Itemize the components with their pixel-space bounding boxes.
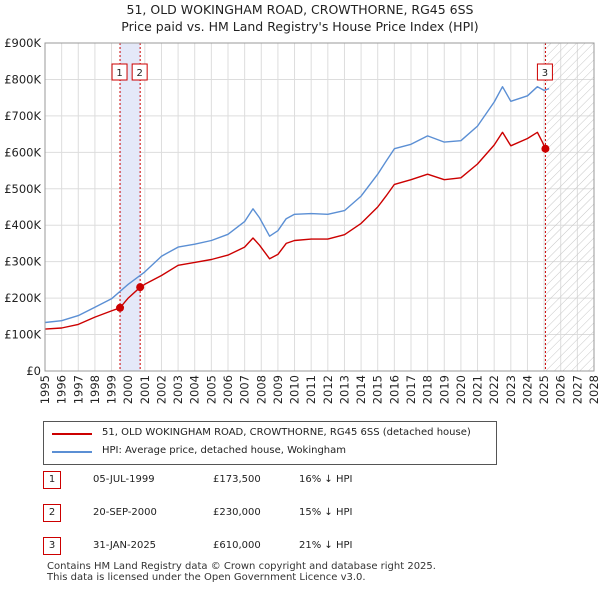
sale-date: 05-JUL-1999 (93, 474, 155, 485)
x-tick-label: 2004 (188, 375, 202, 404)
chart-title-line1: 51, OLD WOKINGHAM ROAD, CROWTHORNE, RG45… (126, 2, 474, 17)
x-tick-label: 2023 (504, 375, 518, 404)
x-tick-label: 2001 (138, 375, 152, 404)
x-tick-label: 2017 (404, 375, 418, 404)
x-tick-label: 2011 (304, 375, 318, 404)
x-tick-label: 2012 (321, 375, 335, 404)
x-tick-label: 2007 (238, 375, 252, 404)
x-tick-label: 2026 (554, 375, 568, 404)
x-tick-label: 2003 (171, 375, 185, 404)
sale-price: £173,500 (213, 474, 261, 485)
x-tick-label: 2002 (154, 375, 168, 404)
x-tick-label: 1999 (105, 375, 119, 404)
sale-number-label: 1 (116, 68, 122, 79)
sale-date: 31-JAN-2025 (93, 540, 157, 551)
x-tick-label: 1996 (55, 375, 69, 404)
sale-number-box (131, 63, 148, 81)
future-hatch-region (545, 43, 594, 371)
x-tick-label: 2000 (121, 375, 135, 404)
sale-hpi-diff: 21% ↓ HPI (299, 540, 353, 551)
x-tick-label: 1998 (88, 375, 102, 404)
footer-line2: This data is licensed under the Open Gov… (47, 572, 366, 583)
sale-price: £230,000 (213, 507, 261, 518)
x-tick-label: 2015 (371, 375, 385, 404)
sale-point (541, 144, 550, 153)
y-tick-label: £900K (4, 36, 41, 50)
sale-price: £610,000 (213, 540, 261, 551)
legend-red-line (52, 433, 92, 435)
sale-number-box (536, 63, 553, 81)
x-tick-label: 2024 (520, 375, 534, 404)
y-tick-label: £400K (4, 218, 41, 232)
x-tick-label: 2021 (471, 375, 485, 404)
sale-number-label: 3 (542, 68, 548, 79)
x-tick-label: 2018 (421, 375, 435, 404)
legend-label-property: 51, OLD WOKINGHAM ROAD, CROWTHORNE, RG45… (102, 427, 471, 438)
x-tick-label: 2010 (288, 375, 302, 404)
chart-title-line2: Price paid vs. HM Land Registry's House … (121, 19, 479, 34)
x-tick-label: 2008 (254, 375, 268, 404)
sale-number-badge: 1 (43, 471, 61, 489)
sale-row: 1 05-JUL-1999 £173,500 16% ↓ HPI (43, 471, 563, 491)
x-tick-label: 2014 (354, 375, 368, 404)
footer-line1: Contains HM Land Registry data © Crown c… (47, 561, 436, 572)
sale-number-box (111, 63, 128, 81)
y-tick-label: £100K (4, 328, 41, 342)
legend-label-hpi: HPI: Average price, detached house, Woki… (102, 445, 346, 456)
x-tick-label: 1995 (38, 375, 52, 404)
sale-number-label: 2 (136, 68, 142, 79)
hpi-line (44, 85, 550, 324)
y-tick-label: £300K (4, 255, 41, 269)
sale-row: 2 20-SEP-2000 £230,000 15% ↓ HPI (43, 504, 563, 524)
x-tick-label: 2020 (454, 375, 468, 404)
sale-point (136, 283, 145, 292)
plot-border (44, 42, 595, 372)
x-tick-label: 2027 (570, 375, 584, 404)
price-chart: 1 2 3 £0 £100K £200K £300K £400K £500K £600K £700… (4, 36, 600, 404)
sale-point (116, 303, 125, 312)
x-tick-label: 2028 (587, 375, 600, 404)
sale-number-badge: 2 (43, 504, 61, 522)
x-tick-label: 2006 (221, 375, 235, 404)
y-tick-label: £200K (4, 291, 41, 305)
x-tick-label: 2016 (387, 375, 401, 404)
x-tick-label: 2025 (537, 375, 551, 404)
y-tick-label: £700K (4, 109, 41, 123)
x-tick-label: 2022 (487, 375, 501, 404)
sale-hpi-diff: 15% ↓ HPI (299, 507, 353, 518)
x-tick-label: 2013 (337, 375, 351, 404)
legend-blue-line (52, 451, 92, 453)
x-tick-label: 2009 (271, 375, 285, 404)
chart-legend: 51, OLD WOKINGHAM ROAD, CROWTHORNE, RG45… (43, 421, 497, 465)
property-price-line (44, 131, 547, 330)
sale-date: 20-SEP-2000 (93, 507, 157, 518)
y-tick-label: £0 (26, 364, 41, 378)
x-tick-label: 2019 (437, 375, 451, 404)
x-tick-label: 1997 (71, 375, 85, 404)
sale-period-band (119, 43, 141, 371)
sale-hpi-diff: 16% ↓ HPI (299, 474, 353, 485)
sale-number-badge: 3 (43, 537, 61, 555)
y-tick-label: £600K (4, 145, 41, 159)
y-tick-label: £500K (4, 182, 41, 196)
footer-note: Contains HM Land Registry data © Crown c… (47, 561, 436, 583)
y-tick-label: £800K (4, 72, 41, 86)
x-tick-label: 2005 (204, 375, 218, 404)
sale-row: 3 31-JAN-2025 £610,000 21% ↓ HPI (43, 537, 563, 557)
